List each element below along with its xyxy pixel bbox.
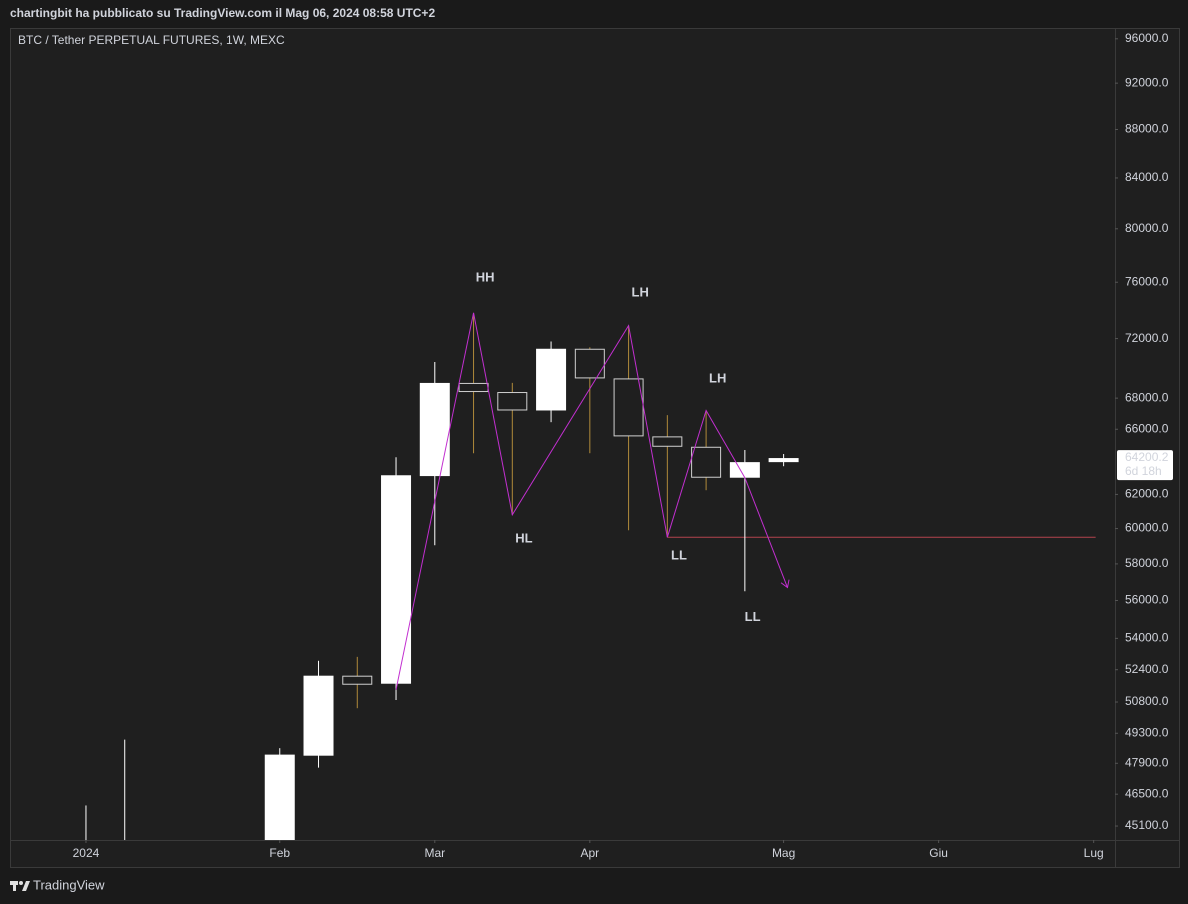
chart-pane [10,28,1180,868]
annotation: LH [632,285,649,300]
y-tick-label: 66000.0 [1125,421,1169,435]
y-tick-label: 72000.0 [1125,331,1169,345]
y-tick-label: 58000.0 [1125,556,1169,570]
candle-body [729,462,760,478]
y-tick-label: 96000.0 [1125,31,1169,45]
annotation: LL [671,547,687,562]
candle-body [768,458,799,463]
y-tick-label: 46500.0 [1125,786,1169,800]
y-tick-label: 80000.0 [1125,221,1169,235]
footer-brand: TradingView [33,877,105,892]
candle-body [652,436,683,447]
candle-body [574,348,605,379]
tradingview-logo [10,881,30,891]
candle-body [264,754,295,841]
y-tick-label: 54000.0 [1125,631,1169,645]
candle-body [613,378,644,437]
x-tick-label: Feb [269,846,290,860]
y-tick-label: 84000.0 [1125,170,1169,184]
x-tick-label: Mar [424,846,445,860]
y-tick-label: 76000.0 [1125,274,1169,288]
y-tick-label: 68000.0 [1125,390,1169,404]
zigzag-arrowhead [780,579,790,589]
y-tick-label: 52400.0 [1125,662,1169,676]
annotation: LH [709,371,726,386]
chart-title: BTC / Tether PERPETUAL FUTURES, 1W, MEXC [18,33,285,47]
y-tick-label: 49300.0 [1125,725,1169,739]
x-tick-label: Apr [580,846,599,860]
candle-body [536,348,567,411]
y-tick-label: 50800.0 [1125,694,1169,708]
y-tick-label: 56000.0 [1125,593,1169,607]
y-tick-label: 60000.0 [1125,521,1169,535]
candle-body [691,446,722,478]
annotation: HL [515,530,532,545]
plot: 96000.0 92000.0 88000.0 84000.0 80000.0 76000… [73,31,1169,860]
y-tick-label: 45100.0 [1125,818,1169,832]
y-tick-label: 62000.0 [1125,487,1169,501]
last-price-label: 64200.2 [1125,450,1169,464]
x-tick-label: Mag [772,846,795,860]
x-tick-label: 2024 [73,846,100,860]
candle-body [419,382,450,477]
countdown-label: 6d 18h [1125,464,1162,478]
candle-body [458,382,489,393]
zigzag-line [395,312,788,690]
y-tick-label: 88000.0 [1125,122,1169,136]
candle-body [342,675,373,685]
candle-body [303,675,334,756]
candle-body [497,392,528,411]
last-price-tag [1117,450,1173,481]
annotation: HH [476,270,495,285]
y-tick-label: 47900.0 [1125,755,1169,769]
y-tick-label: 92000.0 [1125,75,1169,89]
annotation: LL [745,609,761,624]
x-tick-label: Giu [929,846,948,860]
x-tick-label: Lug [1084,846,1104,860]
header-text: chartingbit ha pubblicato su TradingView… [10,6,435,20]
candle-body [381,475,412,684]
